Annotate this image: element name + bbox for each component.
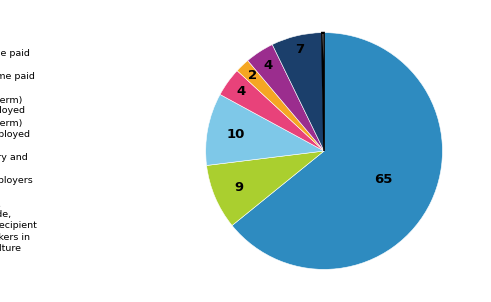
Text: 65: 65 <box>374 172 392 185</box>
Wedge shape <box>237 60 324 151</box>
Text: 9: 9 <box>235 181 244 194</box>
Wedge shape <box>207 151 324 226</box>
Text: 4: 4 <box>237 85 246 98</box>
Text: 10: 10 <box>226 128 245 141</box>
Text: 7: 7 <box>295 43 304 56</box>
Legend: Permanent full-time paid
employed, Permanent part-time paid
employed, Temporary : Permanent full-time paid employed, Perma… <box>0 49 37 253</box>
Text: 2: 2 <box>247 69 257 82</box>
Wedge shape <box>206 95 324 165</box>
Wedge shape <box>322 33 324 151</box>
Wedge shape <box>273 33 324 151</box>
Wedge shape <box>248 45 324 151</box>
Wedge shape <box>220 71 324 151</box>
Text: 4: 4 <box>264 59 273 72</box>
Wedge shape <box>232 33 442 269</box>
